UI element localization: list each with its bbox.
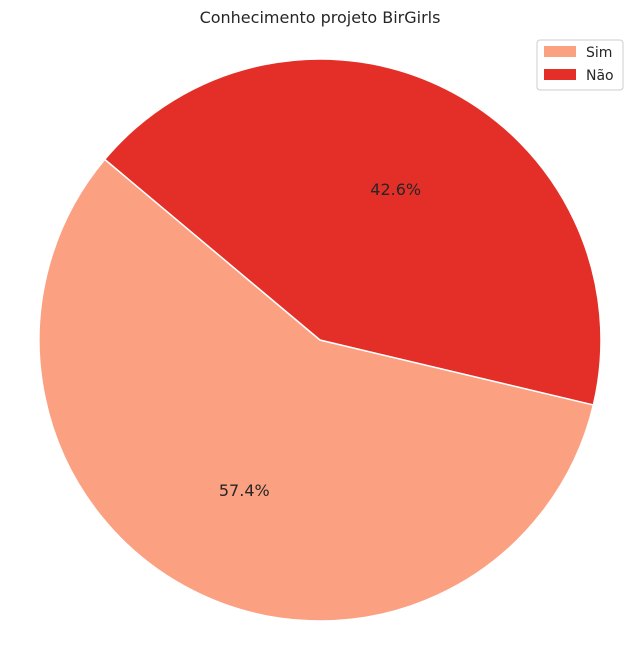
pie-slice-sim xyxy=(38,158,595,622)
pie-pct-label: 42.6% xyxy=(370,180,421,199)
legend-swatch-sim xyxy=(544,46,576,57)
legend: Sim Não xyxy=(536,39,624,91)
legend-swatch-nao xyxy=(544,69,576,80)
chart-title: Conhecimento projeto BirGirls xyxy=(200,8,441,27)
pie-slice-nao xyxy=(103,58,602,406)
pie-slices xyxy=(38,58,602,622)
pie-labels: 57.4% 42.6% xyxy=(219,180,421,500)
legend-label-sim: Sim xyxy=(586,45,612,61)
pie-pct-label: 57.4% xyxy=(219,481,270,500)
legend-label-nao: Não xyxy=(586,68,614,84)
